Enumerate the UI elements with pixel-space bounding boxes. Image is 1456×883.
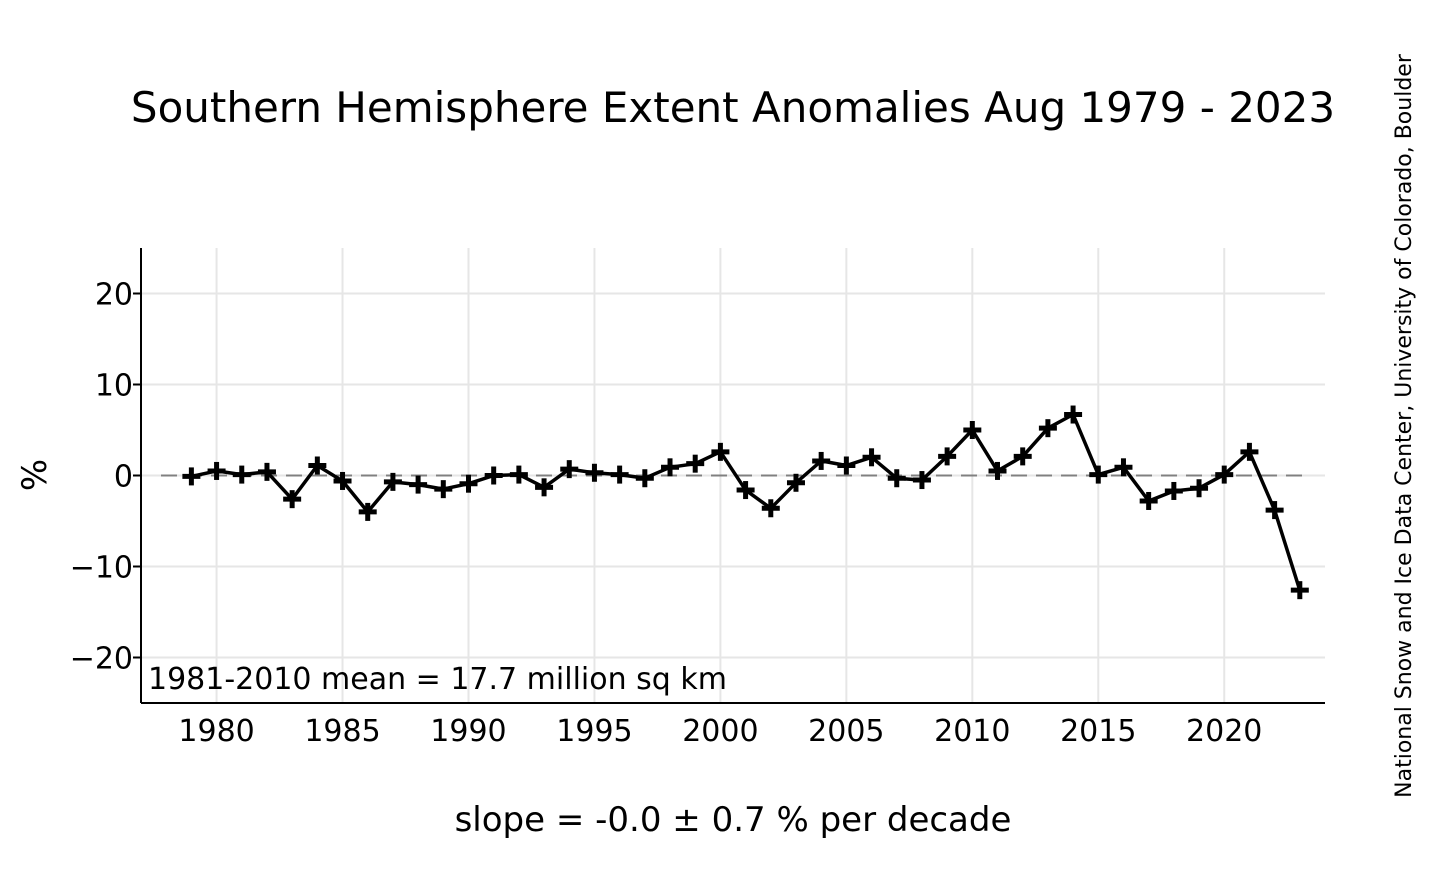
data-point-marker	[938, 447, 957, 466]
data-point-marker	[610, 465, 629, 484]
data-point-marker	[232, 465, 251, 484]
data-point-marker	[308, 456, 327, 475]
data-point-marker	[1114, 458, 1133, 477]
data-point-marker	[207, 461, 226, 480]
data-point-marker	[912, 471, 931, 490]
data-point-marker	[711, 442, 730, 461]
data-point-marker	[1290, 581, 1309, 600]
data-point-marker	[409, 475, 428, 494]
data-point-marker	[383, 472, 402, 491]
x-axis-label: slope = -0.0 ± 0.7 % per decade	[455, 800, 1012, 840]
data-point-marker	[686, 454, 705, 473]
y-axis-label: %	[15, 459, 55, 491]
data-point-marker	[1064, 405, 1083, 424]
data-point-marker	[585, 463, 604, 482]
data-point-marker	[887, 469, 906, 488]
y-tick-label: 20	[95, 278, 133, 313]
data-point-marker	[837, 456, 856, 475]
data-point-marker	[1139, 491, 1158, 510]
data-point-marker	[434, 480, 453, 499]
credit-text: National Snow and Ice Data Center, Unive…	[1392, 53, 1417, 798]
data-point-marker	[1013, 447, 1032, 466]
x-tick-label: 1990	[430, 714, 506, 749]
x-tick-label: 1985	[304, 714, 380, 749]
data-point-marker	[358, 502, 377, 521]
y-ticks: 20 10 0 −10 −20	[70, 278, 141, 677]
y-tick-label: −10	[70, 551, 133, 586]
data-point-marker	[1164, 481, 1183, 500]
data-point-marker	[786, 473, 805, 492]
series-markers	[182, 405, 1309, 600]
data-point-marker	[182, 467, 201, 486]
data-point-marker	[484, 466, 503, 485]
x-tick-label: 2000	[682, 714, 758, 749]
y-tick-label: −20	[70, 642, 133, 677]
data-point-marker	[635, 469, 654, 488]
series-line	[191, 412, 1302, 591]
x-tick-label: 2015	[1060, 714, 1136, 749]
data-point-marker	[963, 421, 982, 439]
y-tick-label: 0	[114, 460, 133, 495]
data-point-marker	[257, 462, 276, 481]
data-point-marker	[812, 451, 831, 470]
x-tick-label: 1980	[178, 714, 254, 749]
data-point-marker	[459, 474, 478, 493]
data-point-marker	[862, 448, 881, 467]
data-point-marker	[509, 465, 528, 484]
x-tick-label: 2010	[934, 714, 1010, 749]
chart-title: Southern Hemisphere Extent Anomalies Aug…	[131, 83, 1335, 132]
data-point-marker	[1038, 419, 1057, 438]
data-point-marker	[761, 499, 780, 518]
data-point-marker	[1089, 465, 1108, 484]
data-point-marker	[333, 471, 352, 490]
data-point-marker	[1265, 501, 1284, 520]
data-point-marker	[560, 460, 579, 479]
data-point-marker	[283, 490, 302, 509]
data-point-marker	[1215, 465, 1234, 484]
data-point-marker	[736, 481, 755, 500]
x-tick-label: 2020	[1186, 714, 1262, 749]
data-point-marker	[1240, 442, 1259, 461]
x-ticks: 1980 1985 1990 1995 2000 2005 2010 2015 2020	[178, 714, 1262, 749]
data-point-marker	[661, 458, 680, 477]
data-point-marker	[988, 461, 1007, 480]
x-tick-label: 1995	[556, 714, 632, 749]
x-tick-label: 2005	[808, 714, 884, 749]
y-tick-label: 10	[95, 369, 133, 404]
mean-annotation: 1981-2010 mean = 17.7 million sq km	[148, 662, 727, 697]
data-point-marker	[1190, 479, 1209, 498]
data-point-marker	[535, 478, 554, 497]
